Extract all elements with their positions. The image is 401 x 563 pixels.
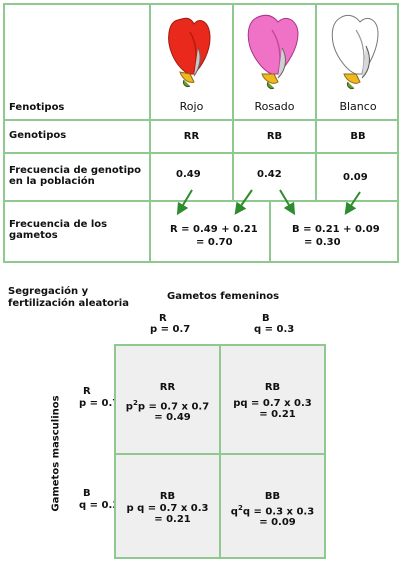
frequency-rb: 0.42 [257, 169, 282, 180]
frequency-bb: 0.09 [343, 172, 368, 183]
female-gamete-b: B q = 0.3 [254, 313, 295, 335]
female-gametes-label: Gametos femeninos [167, 291, 280, 302]
table-hline [3, 200, 399, 202]
gamete-r-frequency: R = 0.49 + 0.21 = 0.70 [170, 224, 258, 248]
table-vline [232, 3, 234, 200]
male-gametes-label: Gametos masculinos [50, 395, 62, 512]
male-gamete-r: R p = 0.7 [79, 386, 120, 409]
red-flower-icon [168, 17, 211, 87]
female-gamete-r: R p = 0.7 [150, 313, 191, 335]
cell-rr: RR p2p = 0.7 x 0.7 = 0.49 [125, 382, 210, 424]
phenotype-white: Blanco [339, 100, 377, 113]
phenotype-pink: Rosado [254, 100, 295, 113]
cell-bb: BB q2q = 0.3 x 0.3 = 0.09 [230, 491, 315, 529]
punnett-vline [219, 344, 221, 559]
arrows-icon [176, 189, 361, 216]
table-vline [149, 3, 151, 263]
table-vline [269, 200, 271, 263]
frequency-rr: 0.49 [176, 169, 201, 180]
punnett-title: Segregación y fertilización aleatoria [8, 286, 129, 309]
phenotype-red: Rojo [179, 100, 204, 113]
genotype-bb: BB [350, 131, 366, 142]
genotype-rr: RR [183, 131, 200, 142]
male-gamete-b: B q = 0.3 [79, 488, 120, 511]
frecuencia-genotipo-label: Frecuencia de genotipo en la población [9, 165, 142, 187]
table-hline [3, 152, 399, 154]
pink-flower-icon [247, 14, 299, 89]
gamete-b-frequency: B = 0.21 + 0.09 = 0.30 [292, 224, 380, 248]
cell-rb-bottom: RB p q = 0.7 x 0.3 = 0.21 [126, 491, 209, 525]
frequency-table [3, 3, 399, 263]
punnett-hline [114, 453, 326, 455]
genotype-rb: RB [266, 131, 283, 142]
table-hline [3, 119, 399, 121]
cell-rb-top: RB pq = 0.7 x 0.3 = 0.21 [233, 382, 312, 420]
genotipos-label: Genotipos [9, 130, 67, 141]
frecuencia-gametos-label: Frecuencia de los gametos [9, 219, 108, 241]
white-flower-icon [331, 14, 379, 89]
table-vline [315, 3, 317, 200]
fenotipos-label: Fenotipos [9, 102, 65, 113]
